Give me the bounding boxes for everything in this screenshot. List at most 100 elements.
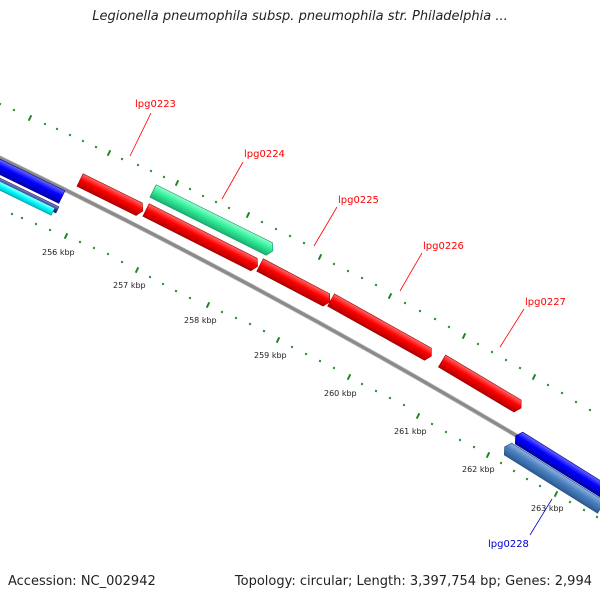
forward-genes [76,173,524,414]
gene-label-lpg0224[interactable]: lpg0224 [244,149,285,160]
accession-text: Accession: NC_002942 [8,574,156,589]
outer-minor-tick [68,133,72,137]
outer-minor-tick [418,309,422,313]
inner-minor-tick [234,316,238,320]
kbp-labels: 256 kbp 257 kbp 258 kbp 259 kbp 260 kbp … [42,248,564,513]
inner-minor-tick [120,260,124,264]
gene-arrow-lpg0226b[interactable] [327,293,435,362]
inner-minor-tick [248,322,252,326]
outer-minor-tick [201,194,205,198]
inner-minor-tick [20,216,24,220]
map-title: Legionella pneumophila subsp. pneumophil… [92,9,508,24]
outer-minor-tick [447,325,451,329]
inner-minor-tick [78,240,82,244]
outer-minor-tick [518,366,522,370]
inner-major-tick [205,301,211,309]
gene-arrow-reverse-left-cyan[interactable] [0,177,56,216]
outer-minor-tick [332,262,336,266]
inner-major-tick [415,412,421,420]
inner-minor-tick [92,246,96,250]
inner-minor-tick [106,252,110,256]
kbp-label: 260 kbp [324,389,357,398]
outer-minor-tick [588,408,592,412]
inner-major-tick [275,336,281,344]
outer-minor-tick [12,108,16,112]
kbp-label: 263 kbp [531,504,564,513]
outer-minor-tick [360,276,364,280]
outer-minor-tick [149,169,153,173]
inner-minor-tick [188,296,192,300]
gene-arrow-lpg0224[interactable] [149,184,276,257]
inner-minor-tick [304,352,308,356]
outer-minor-tick [227,206,231,210]
outer-minor-tick [374,283,378,287]
outer-minor-tick [188,187,192,191]
callout-line-lpg0228 [529,498,553,536]
outer-minor-tick [260,220,264,224]
reverse-genes [0,155,600,514]
outer-minor-tick [302,241,306,245]
kbp-label: 256 kbp [42,248,75,257]
outer-minor-tick [504,358,508,362]
inner-minor-tick [525,477,529,481]
inner-minor-tick [34,222,38,226]
kbp-label: 259 kbp [254,351,287,360]
kbp-label: 262 kbp [462,465,495,474]
inner-minor-tick [430,422,434,426]
inner-minor-tick [568,500,572,504]
inner-major-tick [134,266,140,274]
outer-major-tick [106,149,112,157]
inner-minor-tick [582,508,586,512]
callout-line-lpg0226 [399,252,423,292]
gene-label-lpg0225[interactable]: lpg0225 [338,195,379,206]
kbp-label: 261 kbp [394,427,427,436]
outer-minor-tick [162,175,166,179]
outer-minor-tick [476,342,480,346]
inner-minor-tick [48,228,52,232]
outer-minor-tick [560,391,564,395]
callout-line-lpg0225 [313,206,338,247]
inner-major-tick [553,490,559,498]
inner-minor-tick [332,366,336,370]
gene-label-lpg0228[interactable]: lpg0228 [488,539,529,550]
inner-minor-tick [374,389,378,393]
inner-major-tick [346,373,352,381]
inner-minor-tick [10,212,14,216]
gene-callouts: lpg0223 lpg0224 lpg0225 lpg0226 lpg0227 … [129,99,566,550]
gene-label-lpg0223[interactable]: lpg0223 [135,99,176,110]
inner-minor-tick [360,382,364,386]
outer-tick-row [0,102,592,412]
outer-major-tick [531,373,537,381]
inner-minor-tick [161,282,165,286]
inner-minor-tick [318,359,322,363]
gene-arrow-lpg0227[interactable] [438,354,524,414]
inner-minor-tick [512,469,516,473]
outer-minor-tick [81,139,85,143]
gene-arrow-lpg0225[interactable] [142,203,261,273]
outer-minor-tick [136,163,140,167]
outer-minor-tick [433,317,437,321]
inner-minor-tick [499,461,503,465]
inner-minor-tick [595,515,599,519]
gene-label-lpg0227[interactable]: lpg0227 [525,297,566,308]
gene-arrow-lpg0228[interactable] [501,441,600,514]
gene-arrow-lpg0226[interactable] [256,258,333,308]
outer-major-tick [461,332,467,340]
callout-line-lpg0223 [129,112,152,157]
callout-line-lpg0227 [499,308,525,348]
gene-arrow-reverse-left-blue[interactable] [0,155,66,204]
outer-minor-tick [574,400,578,404]
inner-tick-row [10,212,599,519]
inner-minor-tick [472,445,476,449]
inner-major-tick [63,232,69,240]
gene-label-lpg0226[interactable]: lpg0226 [423,241,464,252]
inner-major-tick [485,451,491,459]
outer-minor-tick [274,227,278,231]
gene-arrow-lpg0223[interactable] [76,173,146,218]
outer-major-tick [245,211,251,219]
kbp-label: 258 kbp [184,316,217,325]
outer-minor-tick [546,383,550,387]
inner-minor-tick [444,430,448,434]
gene-arrow-reverse-right-blue[interactable] [512,430,600,503]
